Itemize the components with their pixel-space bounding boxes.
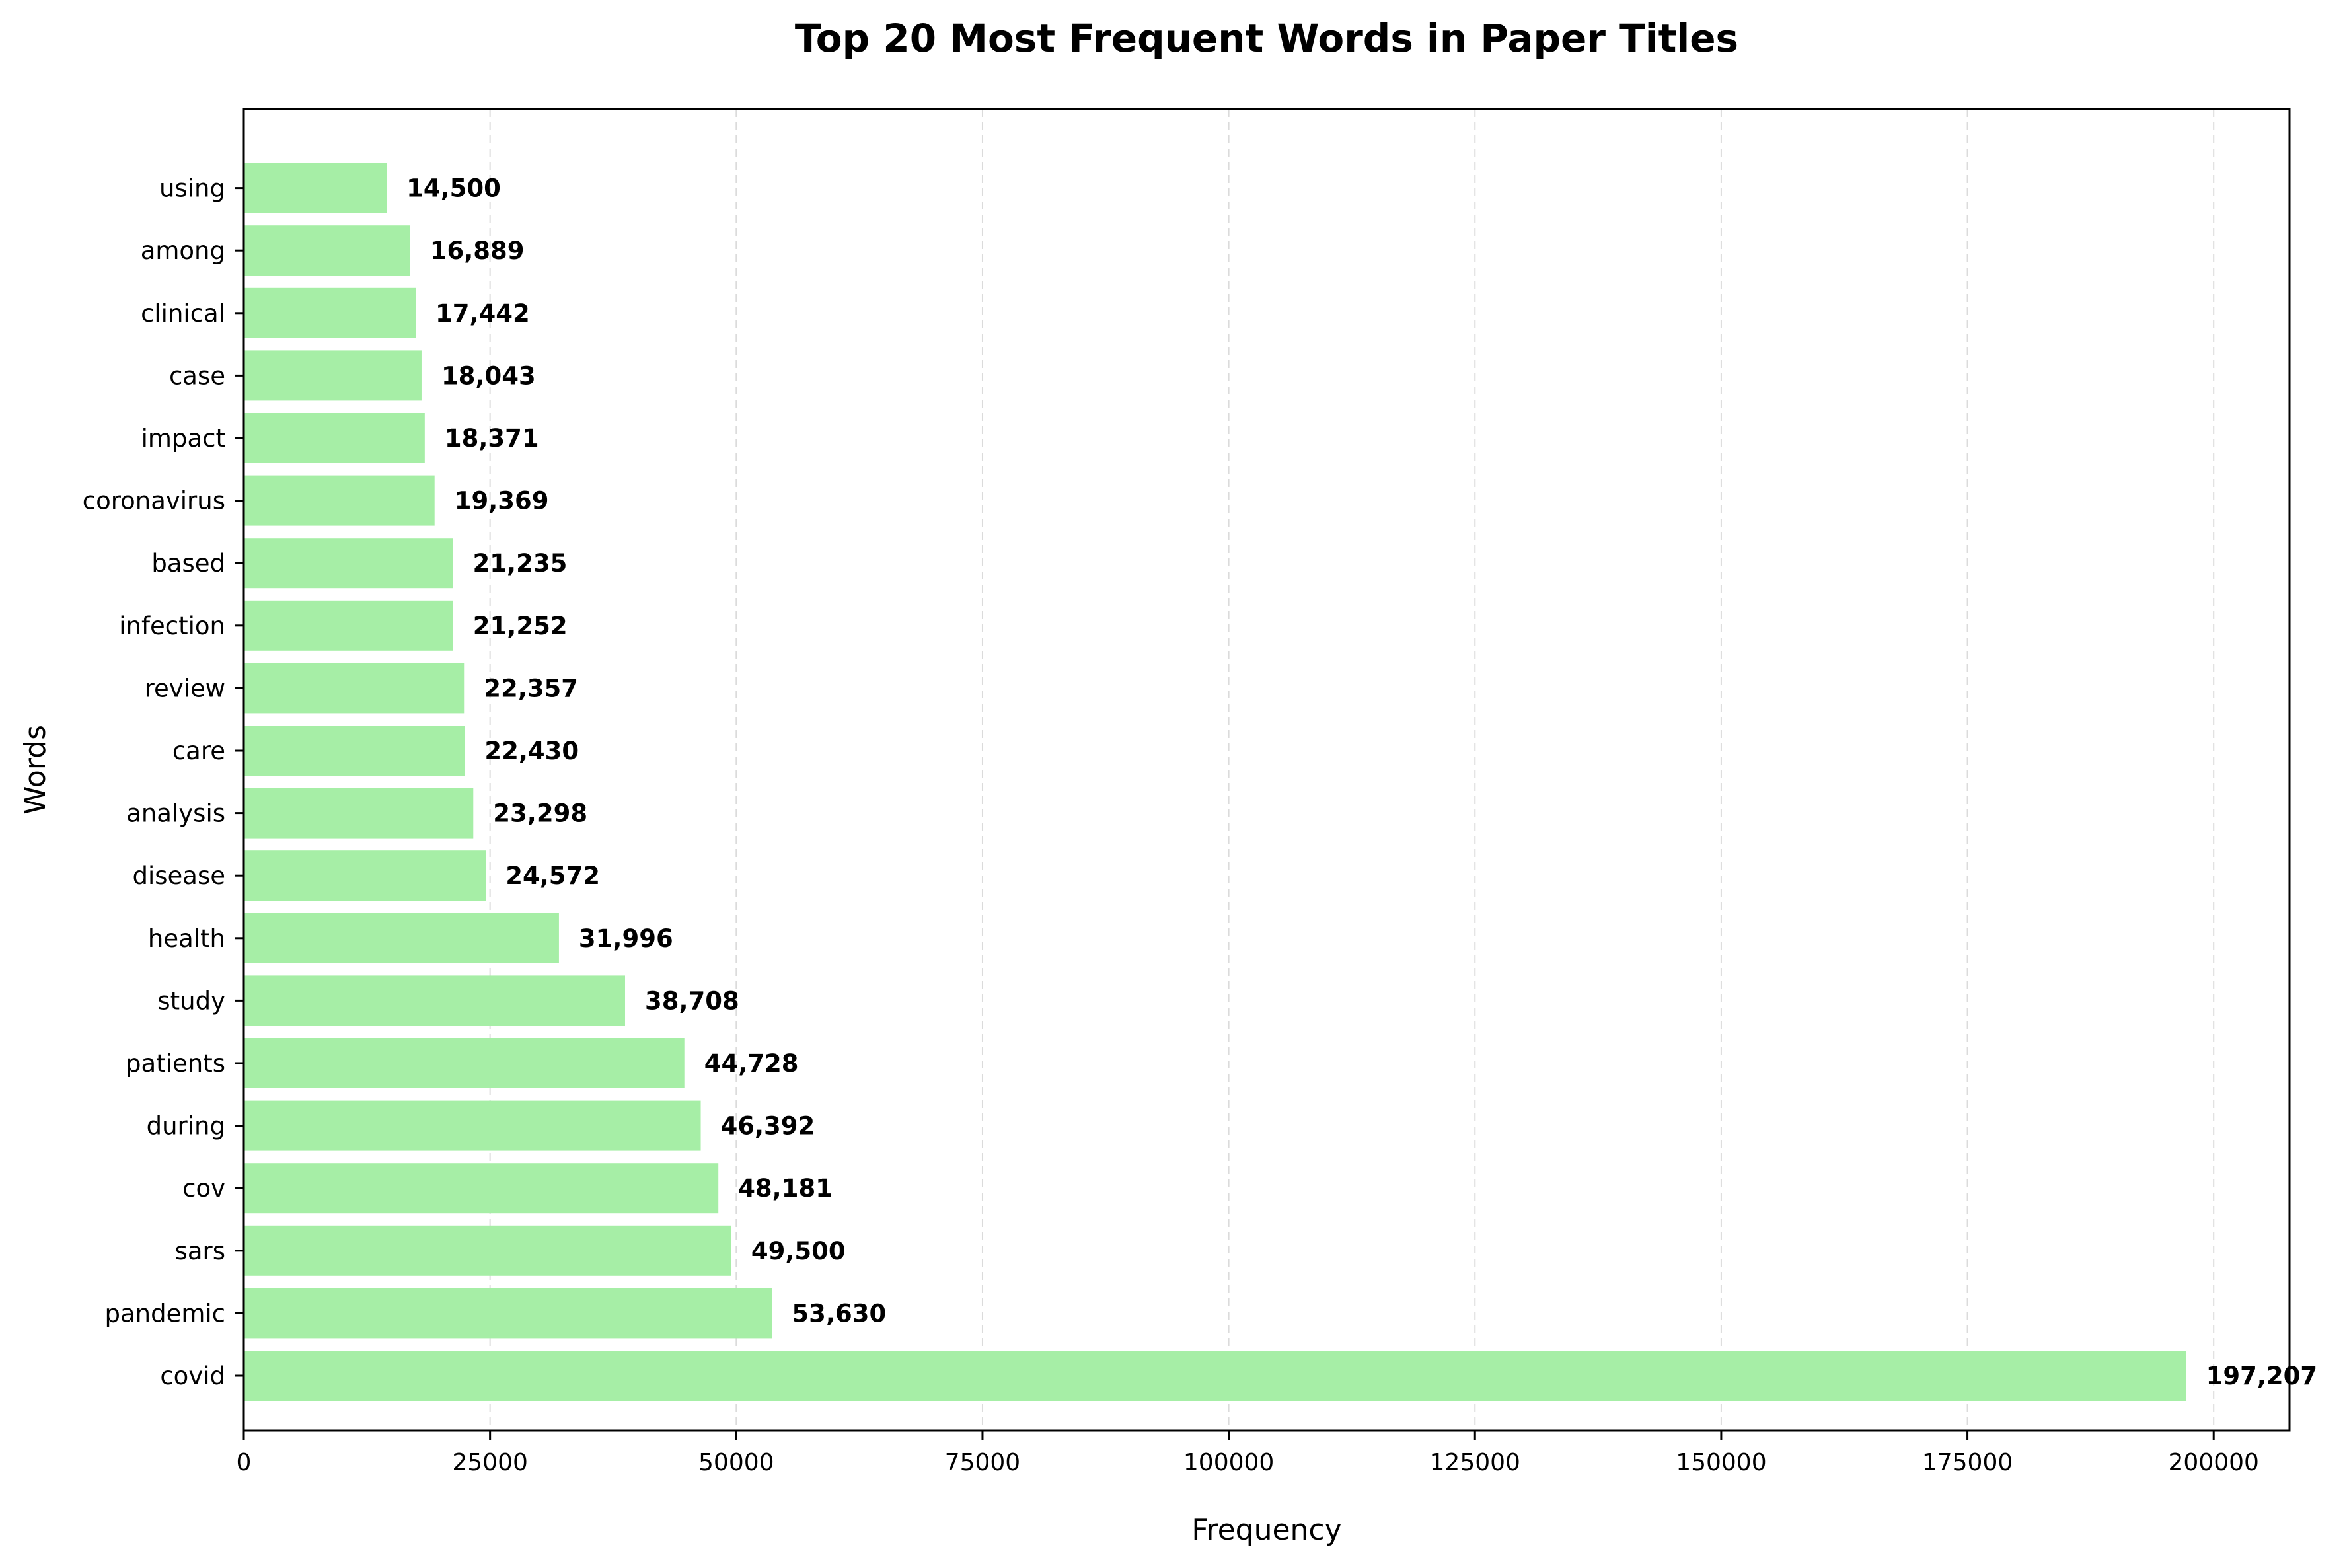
x-tick-label: 75000 — [945, 1449, 1021, 1476]
bar-clinical — [244, 287, 416, 338]
y-tick-label: clinical — [141, 299, 225, 328]
x-tick-label: 150000 — [1676, 1449, 1766, 1476]
bar-pandemic — [244, 1288, 772, 1339]
value-label: 17,442 — [435, 299, 530, 328]
value-label: 14,500 — [406, 174, 501, 203]
value-label: 19,369 — [455, 487, 549, 515]
y-tick-label: during — [147, 1112, 225, 1140]
bar-based — [244, 538, 453, 589]
value-label: 49,500 — [751, 1237, 846, 1265]
x-tick-label: 200000 — [2169, 1449, 2259, 1476]
y-tick-label: using — [159, 174, 225, 203]
value-label: 44,728 — [704, 1049, 799, 1078]
y-tick-label: cov — [182, 1174, 225, 1203]
y-tick-label: impact — [141, 424, 225, 453]
y-tick-label: pandemic — [104, 1299, 225, 1327]
bar-analysis — [244, 788, 474, 839]
bar-case — [244, 350, 422, 401]
bar-health — [244, 913, 559, 963]
bar-cov — [244, 1163, 719, 1214]
bar-sars — [244, 1225, 731, 1276]
value-label: 53,630 — [792, 1299, 886, 1327]
y-tick-label: review — [145, 674, 225, 702]
bar-patients — [244, 1038, 685, 1088]
x-tick-label: 50000 — [698, 1449, 774, 1476]
x-tick-label: 100000 — [1183, 1449, 1274, 1476]
x-tick-label: 0 — [237, 1449, 252, 1476]
bar-disease — [244, 850, 486, 901]
bar-review — [244, 663, 465, 714]
y-tick-label: coronavirus — [83, 487, 225, 515]
value-label: 197,207 — [2206, 1362, 2318, 1390]
value-labels: 197,207 53,630 49,500 48,181 46,392 44,728 38,… — [406, 174, 2317, 1390]
y-tick-label: covid — [160, 1362, 225, 1390]
y-tick-label: care — [172, 737, 225, 765]
value-label: 21,252 — [473, 612, 568, 640]
value-label: 18,371 — [445, 424, 539, 453]
value-label: 16,889 — [430, 237, 525, 265]
x-tick-label: 125000 — [1430, 1449, 1520, 1476]
bar-using — [244, 163, 387, 213]
bar-impact — [244, 413, 425, 463]
x-tick-label: 25000 — [452, 1449, 528, 1476]
chart-title: Top 20 Most Frequent Words in Paper Titl… — [795, 16, 1738, 61]
y-tick-label: sars — [175, 1237, 225, 1265]
value-label: 31,996 — [579, 924, 673, 953]
bar-coronavirus — [244, 475, 435, 526]
x-tick-label: 175000 — [1922, 1449, 2013, 1476]
bar-infection — [244, 600, 453, 651]
y-axis-label: Words — [19, 725, 52, 815]
value-label: 24,572 — [505, 862, 600, 890]
y-tick-label: disease — [132, 862, 225, 890]
y-tick-label: study — [157, 987, 225, 1015]
value-label: 18,043 — [441, 361, 536, 390]
bar-during — [244, 1100, 701, 1151]
bar-among — [244, 225, 410, 276]
y-tick-label: patients — [126, 1049, 225, 1078]
value-label: 21,235 — [473, 549, 568, 578]
y-tick-label: based — [151, 549, 225, 578]
y-tick-label: among — [141, 237, 225, 265]
y-tick-label: health — [148, 924, 225, 953]
value-label: 48,181 — [738, 1174, 833, 1203]
ticks: 0 25000 50000 75000 100000 125000 150000 175000… — [83, 174, 2259, 1476]
value-label: 46,392 — [721, 1112, 815, 1140]
bar-study — [244, 975, 625, 1026]
bar-covid — [244, 1351, 2186, 1401]
value-label: 23,298 — [493, 800, 587, 828]
value-label: 22,357 — [484, 674, 578, 702]
y-tick-label: infection — [119, 612, 225, 640]
value-label: 22,430 — [484, 737, 579, 765]
bars — [244, 163, 2186, 1401]
y-tick-label: case — [169, 361, 225, 390]
value-label: 38,708 — [645, 987, 739, 1015]
plot-frame — [242, 108, 2291, 1432]
bar-care — [244, 726, 465, 776]
x-axis-label: Frequency — [1191, 1513, 1341, 1547]
y-tick-label: analysis — [126, 800, 225, 828]
